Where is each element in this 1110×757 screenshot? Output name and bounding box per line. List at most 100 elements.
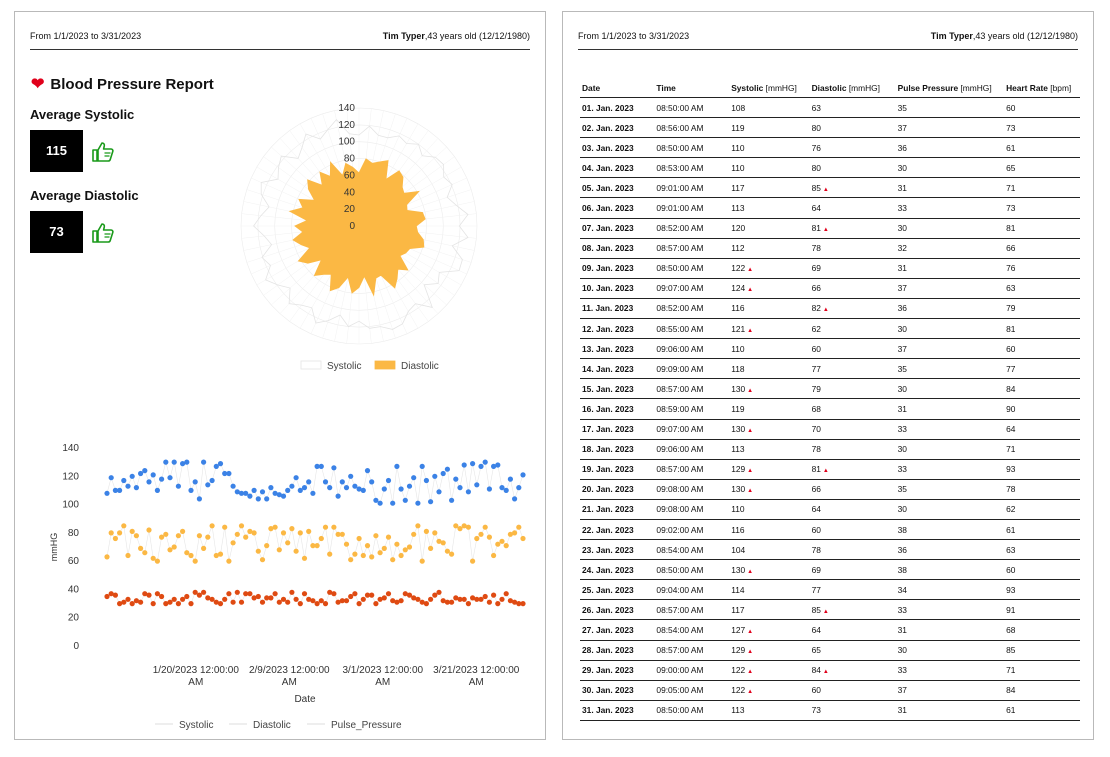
data-point xyxy=(322,524,329,530)
patient-name: Tim Typer xyxy=(382,31,425,41)
data-point xyxy=(432,473,438,479)
cell-value: 31 xyxy=(897,705,907,716)
table-cell: 77 xyxy=(809,579,896,601)
data-point xyxy=(402,497,408,503)
cell-value: 01. Jan. 2023 xyxy=(582,102,634,113)
elevated-flag-icon: ▲ xyxy=(747,327,754,334)
column-header: Heart Rate [bpm] xyxy=(1004,78,1080,98)
table-row: 31. Jan. 2023 08:50:00 AM 113 73 31 61 xyxy=(580,700,1080,721)
cell-value: 113 xyxy=(731,203,745,214)
data-point xyxy=(512,496,518,502)
table-cell: 79 xyxy=(1004,298,1080,320)
cell-value: 08:57:00 AM xyxy=(656,604,704,615)
table-cell: 16. Jan. 2023 xyxy=(580,398,655,420)
table-cell: 09:06:00 AM xyxy=(654,439,730,460)
data-point xyxy=(280,530,287,536)
legend-label-diastolic: Diastolic xyxy=(401,361,439,372)
table-cell: 73 xyxy=(809,700,896,721)
table-cell: 15. Jan. 2023 xyxy=(580,378,655,400)
data-point xyxy=(226,558,232,564)
data-point xyxy=(415,523,421,529)
data-point xyxy=(335,531,341,537)
table-cell: 85 ▲ xyxy=(809,177,896,199)
table-row: 09. Jan. 2023 08:50:00 AM 122 ▲ 69 31 76 xyxy=(580,258,1080,279)
data-point xyxy=(121,599,127,605)
data-point xyxy=(138,599,144,605)
x-tick-label: AM xyxy=(375,677,390,688)
table-cell: 08:54:00 AM xyxy=(654,619,730,641)
data-point xyxy=(419,558,425,564)
cell-value: 08:59:00 AM xyxy=(656,403,704,414)
data-point xyxy=(390,598,396,604)
cell-value: 37 xyxy=(897,343,907,354)
table-cell: 08:54:00 AM xyxy=(654,539,730,561)
table-row: 24. Jan. 2023 08:50:00 AM 130 ▲ 69 38 60 xyxy=(580,559,1080,581)
elevated-flag-icon: ▲ xyxy=(747,387,754,394)
data-point xyxy=(516,524,522,530)
data-point xyxy=(398,598,404,604)
data-point xyxy=(406,483,413,489)
table-cell: 119 xyxy=(729,398,810,420)
report-title: ❤ Blood Pressure Report xyxy=(31,74,214,94)
data-point xyxy=(112,535,118,542)
table-cell: 06. Jan. 2023 xyxy=(580,197,655,219)
column-header: Date xyxy=(580,78,655,98)
data-point xyxy=(230,540,236,546)
table-cell: 65 xyxy=(1004,157,1080,179)
cell-value: 31 xyxy=(897,182,907,193)
table-cell: 11. Jan. 2023 xyxy=(580,298,655,320)
data-point xyxy=(167,475,173,481)
data-point xyxy=(507,476,513,482)
cell-value: 81 xyxy=(1006,323,1016,334)
table-cell: 09:01:00 AM xyxy=(654,197,730,219)
cell-value: 14. Jan. 2023 xyxy=(582,363,634,374)
column-header-label: Systolic xyxy=(731,82,764,93)
y-tick-label: 140 xyxy=(62,443,79,454)
data-point xyxy=(205,595,211,601)
data-point xyxy=(159,534,165,540)
cell-value: 78 xyxy=(811,243,821,254)
data-point xyxy=(171,596,177,602)
data-point xyxy=(436,489,442,495)
data-point xyxy=(247,591,253,597)
data-point xyxy=(512,530,518,536)
data-point xyxy=(356,486,362,492)
data-point xyxy=(343,598,350,604)
data-point xyxy=(188,487,194,493)
data-point xyxy=(226,591,232,597)
table-cell: 66 xyxy=(1004,238,1080,259)
data-point xyxy=(297,487,303,493)
data-point xyxy=(268,595,274,601)
cell-value: 36 xyxy=(897,544,907,555)
cell-value: 12. Jan. 2023 xyxy=(582,323,634,334)
report-page-left: From 1/1/2023 to 3/31/2023 Tim Typer,43 … xyxy=(14,11,546,740)
table-cell: 129 ▲ xyxy=(729,459,810,480)
table-cell: 09:07:00 AM xyxy=(654,419,730,440)
cell-value: 19. Jan. 2023 xyxy=(582,464,634,475)
y-tick-label: 40 xyxy=(68,584,80,595)
cell-value: 11. Jan. 2023 xyxy=(582,303,634,314)
data-point xyxy=(133,598,139,604)
column-header-unit: [mmHG] xyxy=(958,82,992,93)
data-point xyxy=(516,601,522,607)
cell-value: 68 xyxy=(1006,624,1016,635)
cell-value: 63 xyxy=(811,102,821,113)
table-cell: 61 xyxy=(1004,137,1080,159)
table-row: 18. Jan. 2023 09:06:00 AM 113 78 30 71 xyxy=(580,439,1080,460)
data-point xyxy=(411,531,417,537)
cell-value: 113 xyxy=(731,705,745,716)
cell-value: 32 xyxy=(897,243,907,254)
data-point xyxy=(478,531,484,537)
cell-value: 35 xyxy=(897,363,907,374)
table-cell: 110 xyxy=(729,499,810,520)
data-point xyxy=(175,533,181,539)
cell-value: 09:06:00 AM xyxy=(656,444,704,455)
scatter-chart: 0 20 40 60 80 100 120 140 mmHG 1/20/2023 12:00:00… xyxy=(49,443,526,731)
data-point xyxy=(259,489,266,495)
elevated-flag-icon: ▲ xyxy=(747,468,754,475)
data-point xyxy=(142,468,148,474)
table-row: 21. Jan. 2023 09:08:00 AM 110 64 30 62 xyxy=(580,499,1080,520)
data-point xyxy=(327,589,333,595)
data-point xyxy=(247,528,253,534)
data-point xyxy=(234,489,240,495)
